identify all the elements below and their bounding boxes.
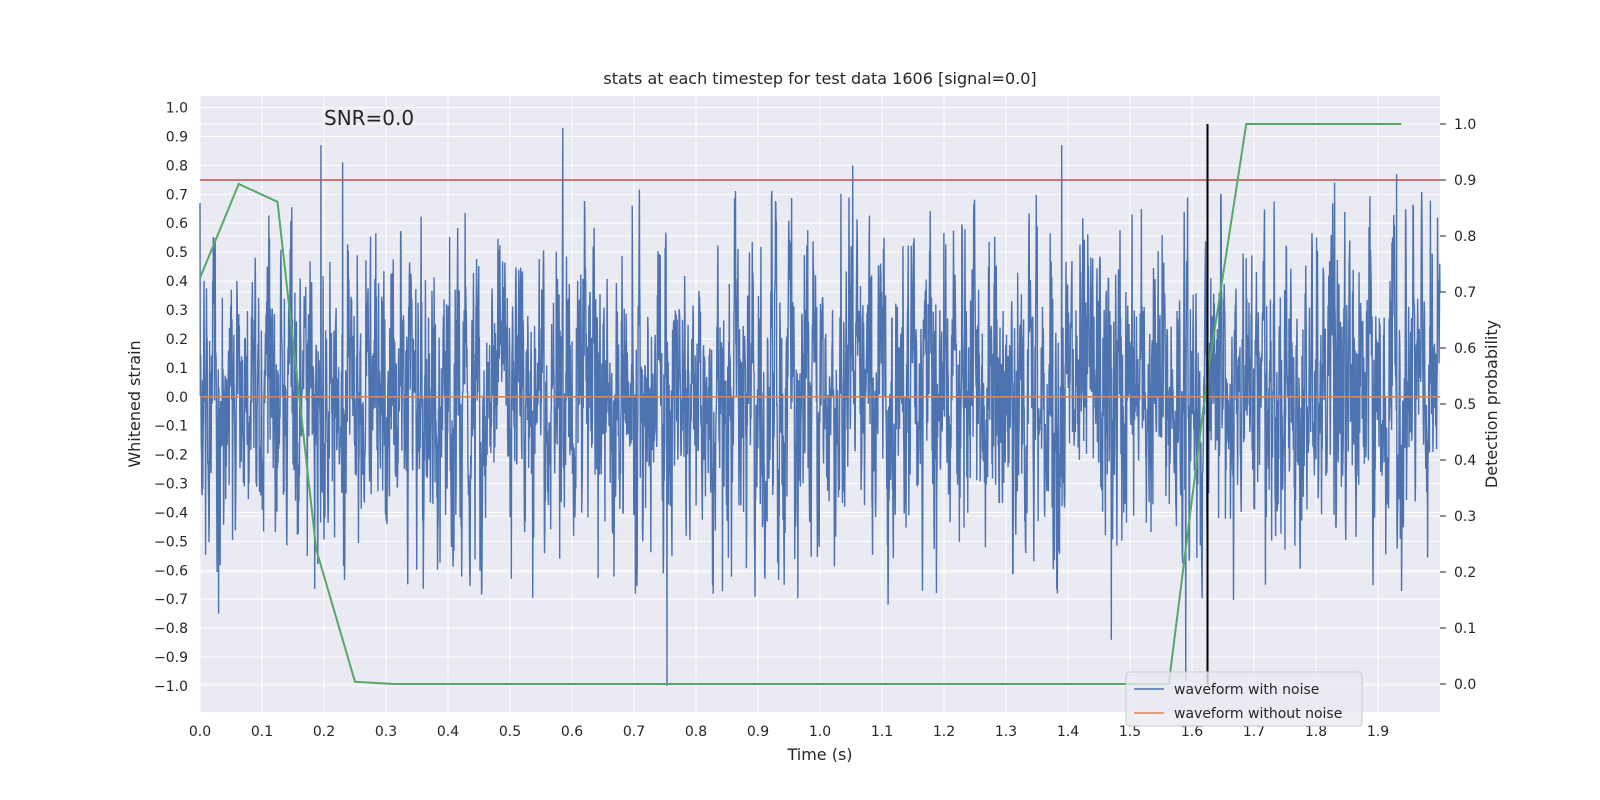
x-tick-label: 1.2 <box>933 724 955 740</box>
y-tick-label: −0.5 <box>154 534 188 550</box>
y2-tick-label: 0.1 <box>1454 621 1476 637</box>
y-tick-label: 0.9 <box>166 129 188 145</box>
y-tick-label: −0.3 <box>154 477 188 493</box>
x-axis-label: Time (s) <box>786 745 852 764</box>
legend-label-waveform-without-noise: waveform without noise <box>1174 706 1342 722</box>
y-tick-label: −0.2 <box>154 448 188 464</box>
y2-tick-label: 0.7 <box>1454 285 1476 301</box>
y-axis-ticks: 1.0 0.9 0.8 0.7 0.6 0.5 0.4 0.3 0.2 0.1 0.0 −0.1 −0.… <box>154 101 188 695</box>
y2-axis-label: Detection probability <box>1482 320 1501 488</box>
y-axis-label: Whitened strain <box>125 340 144 467</box>
y-tick-label: 0.4 <box>166 274 188 290</box>
x-tick-label: 0.5 <box>499 724 521 740</box>
x-tick-label: 1.6 <box>1181 724 1203 740</box>
legend-box <box>1125 671 1363 727</box>
y-tick-label: −1.0 <box>154 679 188 695</box>
y-tick-label: −0.4 <box>154 505 188 521</box>
x-tick-label: 1.8 <box>1305 724 1327 740</box>
y2-axis-ticks: 1.0 0.9 0.8 0.7 0.6 0.5 0.4 0.3 0.2 0.1 0.0 <box>1440 117 1476 693</box>
x-tick-label: 0.9 <box>747 724 769 740</box>
x-tick-label: 1.1 <box>871 724 893 740</box>
x-tick-label: 1.7 <box>1243 724 1265 740</box>
y-tick-label: −0.8 <box>154 621 188 637</box>
y-tick-label: 0.3 <box>166 303 188 319</box>
y2-tick-label: 0.6 <box>1454 341 1476 357</box>
y-tick-label: −0.7 <box>154 592 188 608</box>
x-tick-label: 1.9 <box>1367 724 1389 740</box>
y2-tick-label: 0.0 <box>1454 677 1476 693</box>
y2-tick-label: 0.2 <box>1454 565 1476 581</box>
line-waveform-with-noise <box>199 127 1441 686</box>
y-tick-label: 0.5 <box>166 245 188 261</box>
y2-tick-label: 0.9 <box>1454 173 1476 189</box>
x-tick-label: 1.5 <box>1119 724 1141 740</box>
series-detection-probability <box>199 123 1402 685</box>
chart-title: stats at each timestep for test data 160… <box>603 69 1036 88</box>
y-tick-label: −0.6 <box>154 563 188 579</box>
x-tick-label: 0.2 <box>313 724 335 740</box>
y2-tick-label: 0.3 <box>1454 509 1476 525</box>
x-tick-label: 0.1 <box>251 724 273 740</box>
y-tick-label: 0.8 <box>166 158 188 174</box>
y2-tick-label: 0.4 <box>1454 453 1476 469</box>
x-axis-ticks: 0.0 0.1 0.2 0.3 0.4 0.5 0.6 0.7 0.8 0.9 1.0 1.1 1.2 1… <box>189 724 1389 740</box>
y-tick-label: 1.0 <box>166 101 188 117</box>
y-tick-label: 0.1 <box>166 361 188 377</box>
x-tick-label: 0.3 <box>375 724 397 740</box>
x-tick-label: 0.8 <box>685 724 707 740</box>
y-tick-label: 0.2 <box>166 332 188 348</box>
x-tick-label: 0.6 <box>561 724 583 740</box>
legend-label-waveform-with-noise: waveform with noise <box>1174 682 1319 698</box>
y-tick-label: 0.0 <box>166 390 188 406</box>
y-tick-label: 0.6 <box>166 216 188 232</box>
x-tick-label: 1.3 <box>995 724 1017 740</box>
x-tick-label: 1.4 <box>1057 724 1079 740</box>
x-tick-label: 0.4 <box>437 724 459 740</box>
x-tick-label: 1.0 <box>809 724 831 740</box>
y2-tick-label: 0.5 <box>1454 397 1476 413</box>
y-tick-label: −0.9 <box>154 650 188 666</box>
snr-annotation: SNR=0.0 <box>324 106 414 130</box>
y2-tick-label: 1.0 <box>1454 117 1476 133</box>
y2-tick-label: 0.8 <box>1454 229 1476 245</box>
y-tick-label: −0.1 <box>154 419 188 435</box>
series-waveform-with-noise <box>199 127 1441 686</box>
legend: waveform with noise waveform without noi… <box>1125 671 1363 727</box>
x-tick-label: 0.7 <box>623 724 645 740</box>
line-detection-probability <box>199 123 1402 685</box>
y-tick-label: 0.7 <box>166 187 188 203</box>
x-tick-label: 0.0 <box>189 724 211 740</box>
